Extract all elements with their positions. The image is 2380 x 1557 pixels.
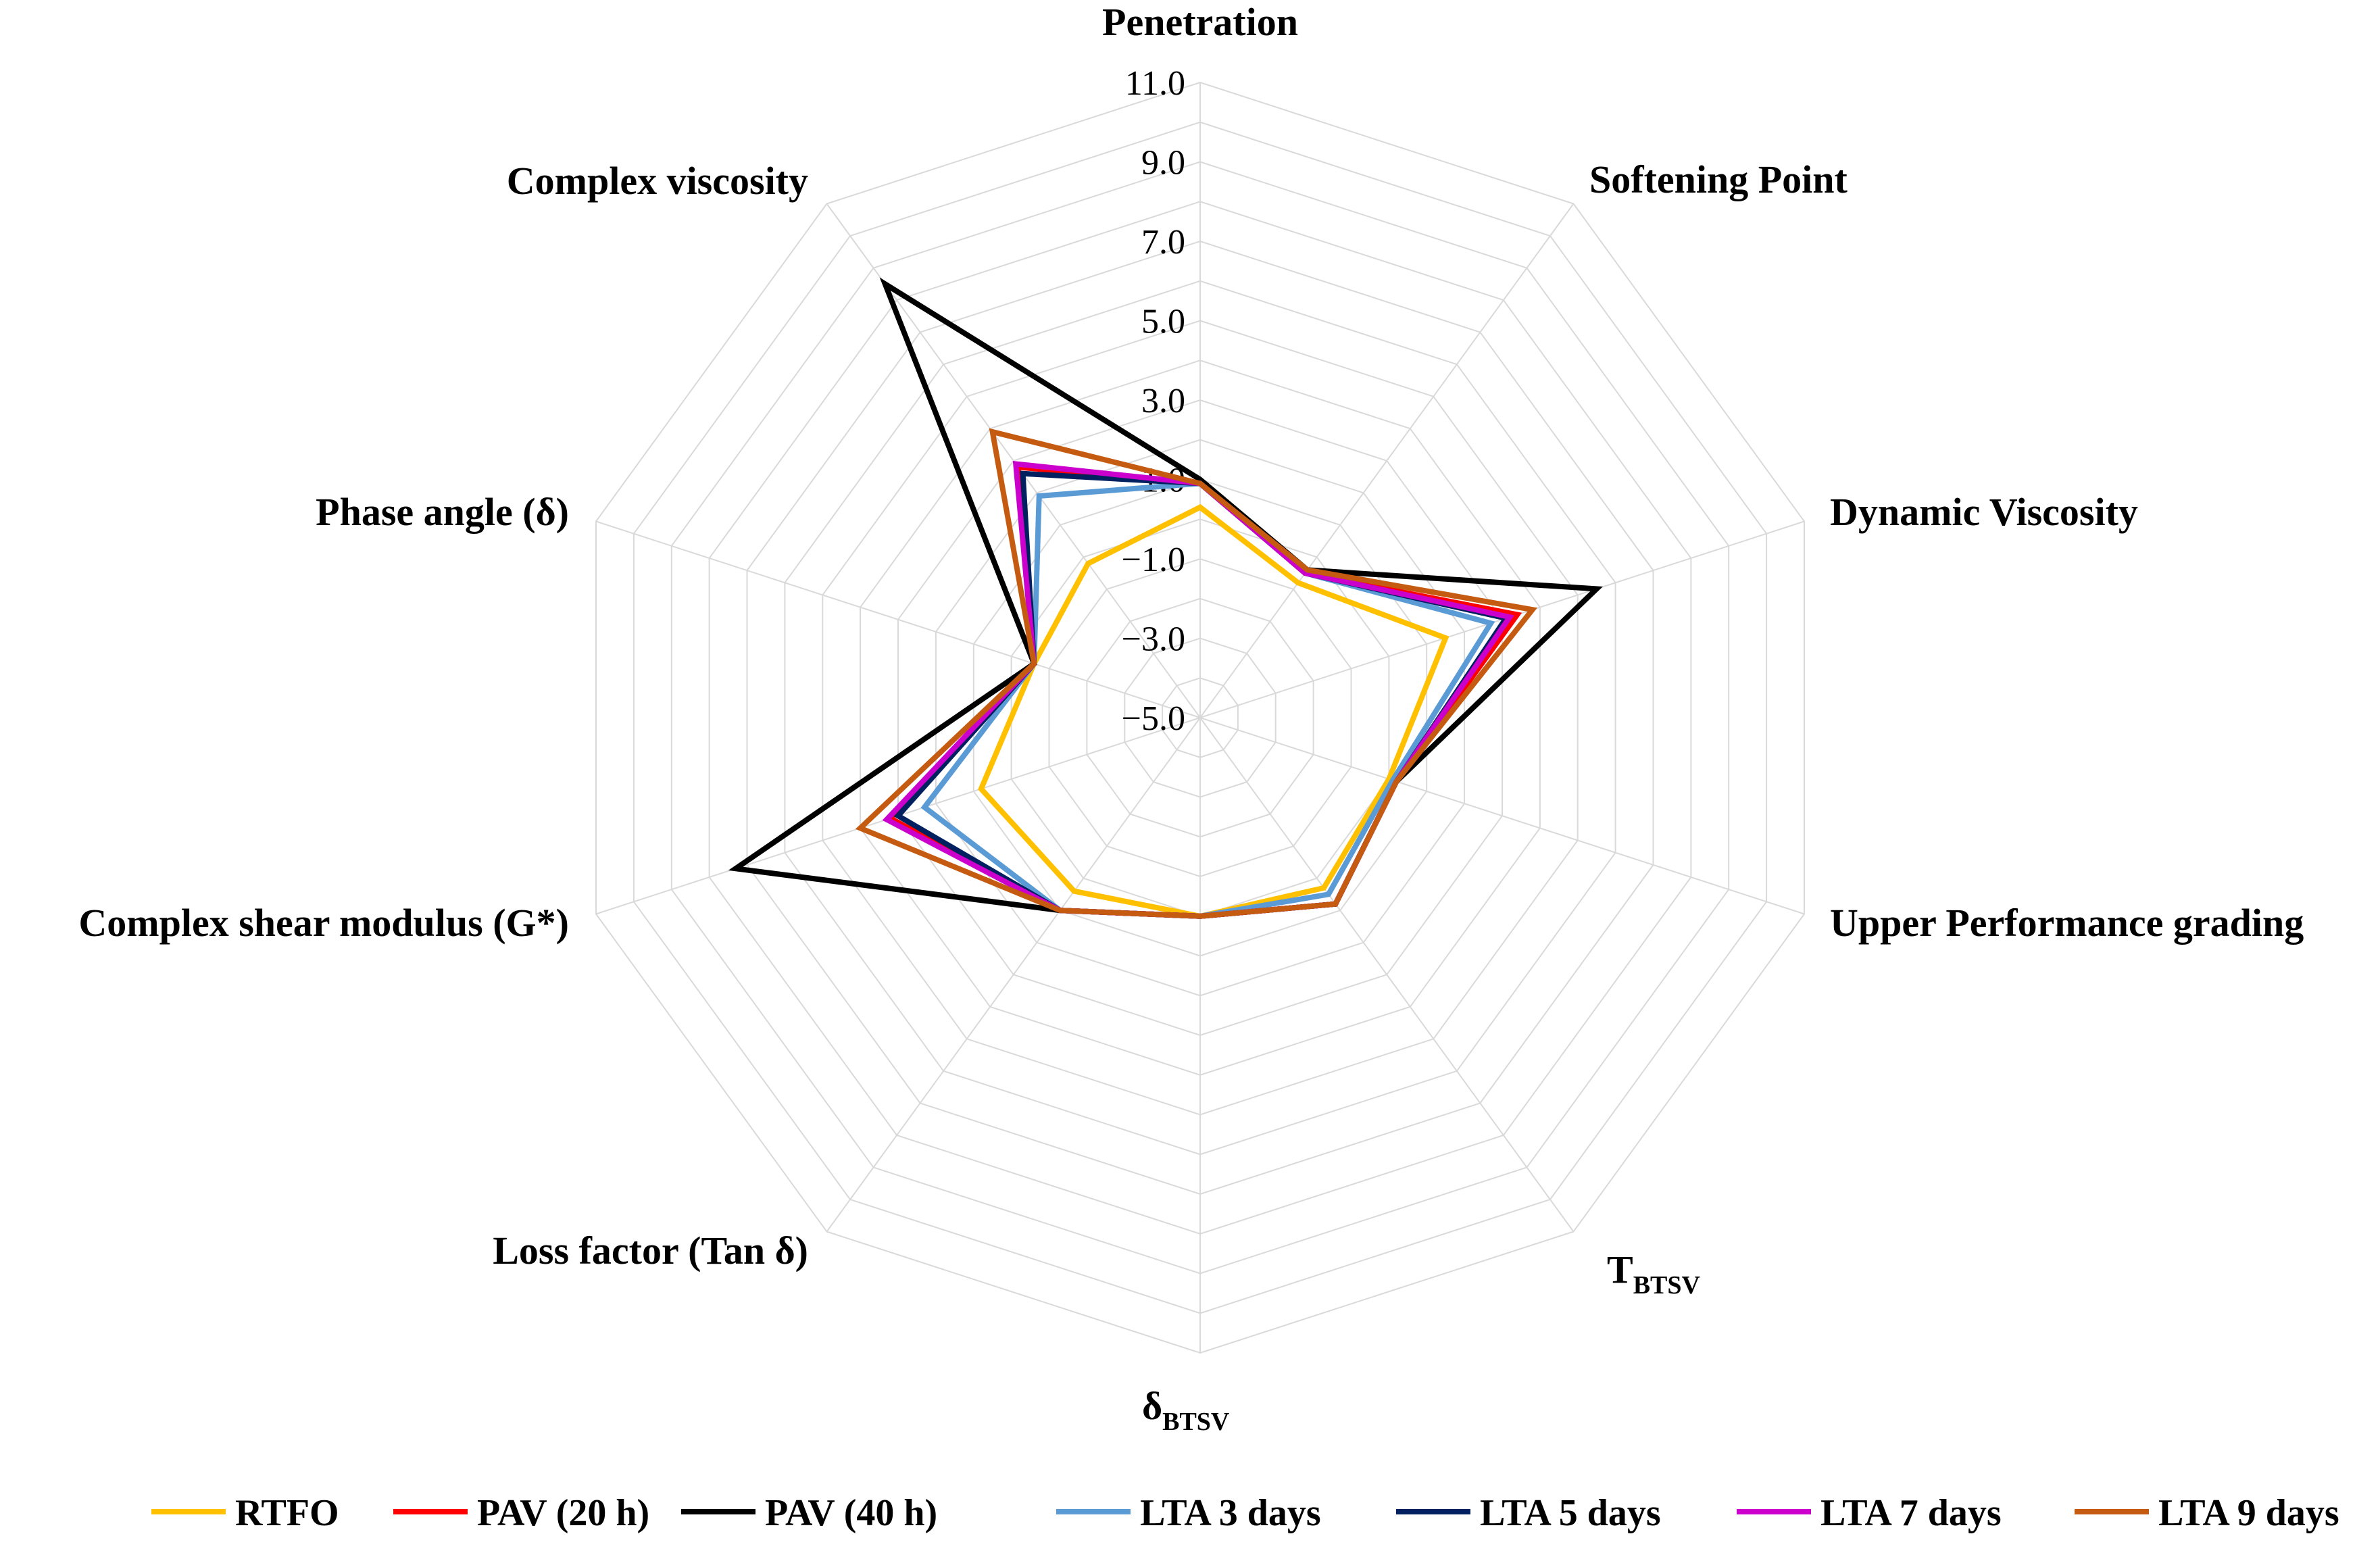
legend-label: RTFO [235,1492,339,1534]
legend: RTFO PAV (20 h) PAV (40 h) LTA 3 days LTA 5 … [151,1492,2339,1534]
axis-label-complex-shear-modulus-g: Complex shear modulus (G*) [78,901,569,945]
tick-label: −1.0 [1122,541,1185,579]
series-layer [728,277,1604,919]
legend-label: LTA 9 days [2158,1492,2339,1534]
axis-spoke [1199,717,1805,915]
tick-label: 11.0 [1125,64,1185,103]
axis-label-upper-performance-grading: Upper Performance grading [1830,901,2304,945]
legend-label: LTA 5 days [1480,1492,1661,1534]
axis-spoke [1199,203,1575,718]
legend-item-lta-5-days: LTA 5 days [1396,1492,1661,1534]
tick-label: −3.0 [1122,620,1185,659]
series-line-rtfo [978,503,1449,919]
axis-label-dynamic-viscosity: Dynamic Viscosity [1830,490,2138,534]
legend-label: LTA 3 days [1140,1492,1321,1534]
axis-spoke [595,520,1201,718]
legend-label: LTA 7 days [1820,1492,2002,1534]
axis-spoke [826,717,1201,1233]
legend-item-pav-20-h: PAV (20 h) [393,1492,649,1534]
legend-item-lta-7-days: LTA 7 days [1737,1492,2002,1534]
legend-item-lta-3-days: LTA 3 days [1056,1492,1321,1534]
axis-label-layer: Penetration Softening Point Dynamic Viscos… [78,0,2304,1436]
axis-label-btsv: δBTSV [1142,1384,1230,1436]
legend-item-rtfo: RTFO [151,1492,339,1534]
legend-label: PAV (40 h) [765,1492,937,1534]
legend-item-lta-9-days: LTA 9 days [2075,1492,2339,1534]
axis-label-t-btsv: TBTSV [1607,1247,1701,1300]
series-line-lta-3-days [920,480,1495,919]
axis-label-softening-point: Softening Point [1589,157,1848,201]
series-line-lta-9-days [855,428,1537,919]
legend-label: PAV (20 h) [477,1492,649,1534]
legend-item-pav-40-h: PAV (40 h) [681,1492,937,1534]
tick-label: 3.0 [1141,382,1185,420]
axis-spoke [1199,717,1575,1233]
tick-label: 7.0 [1141,223,1185,262]
axis-label-loss-factor-tan: Loss factor (Tan δ) [493,1229,808,1272]
axis-label-penetration: Penetration [1102,0,1298,44]
tick-label: 9.0 [1141,144,1185,182]
axis-label-complex-viscosity: Complex viscosity [507,159,808,203]
tick-label-layer: −5.0−3.0−1.01.03.05.07.09.011.0 [1122,64,1185,738]
spoke-layer [595,82,1805,1353]
tick-label: 5.0 [1141,303,1185,341]
axis-label-phase-angle: Phase angle (δ) [316,490,569,534]
tick-label: −5.0 [1122,699,1185,738]
